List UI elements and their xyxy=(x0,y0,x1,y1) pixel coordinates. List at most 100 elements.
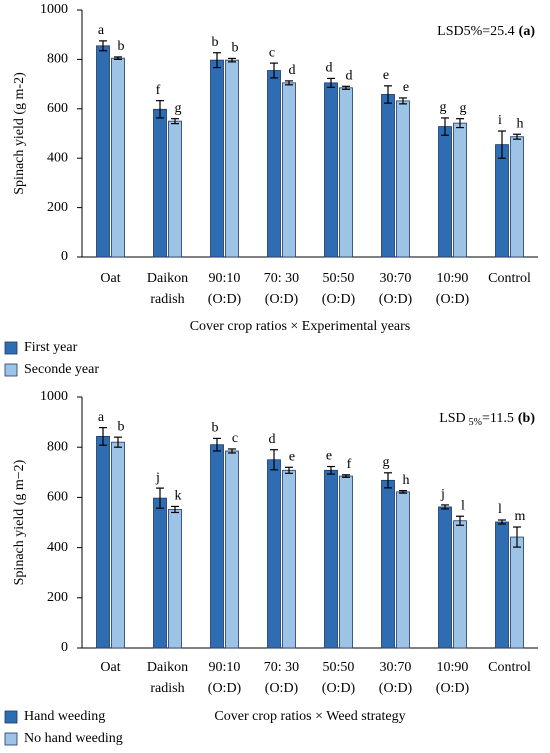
x-tick-label: 10:90 xyxy=(437,271,469,286)
y-tick-label: 0 xyxy=(61,249,68,264)
significance-letter: e xyxy=(383,68,389,83)
x-tick-label: 50:50 xyxy=(323,660,355,675)
panel-label: (b) xyxy=(518,411,535,426)
error-bar xyxy=(399,490,407,494)
error-bar xyxy=(213,52,221,69)
significance-letter: m xyxy=(515,509,526,524)
significance-letter: f xyxy=(347,457,352,472)
panel-label: (a) xyxy=(519,24,536,39)
significance-letter: g xyxy=(175,101,182,116)
x-tick-label: (O:D) xyxy=(322,681,356,696)
bar xyxy=(324,82,338,258)
y-tick-label: 0 xyxy=(61,640,68,655)
x-tick-label: 70: 30 xyxy=(264,660,299,675)
bar xyxy=(339,87,353,258)
legend-swatch xyxy=(4,732,18,746)
bar xyxy=(282,469,296,649)
error-bar xyxy=(270,449,278,471)
significance-letter: g xyxy=(383,455,390,470)
bar xyxy=(495,521,509,649)
significance-letter: l xyxy=(461,498,465,513)
annotation-prefix: LSD xyxy=(439,411,465,426)
y-tick-label: 600 xyxy=(47,490,68,505)
error-bar xyxy=(327,465,335,475)
significance-letter: g xyxy=(460,101,467,116)
bar xyxy=(510,136,524,258)
significance-letter: d xyxy=(346,69,353,84)
annotation-value: =11.5 xyxy=(482,411,514,426)
bar xyxy=(225,450,239,649)
significance-letter: a xyxy=(98,410,105,425)
significance-letter: j xyxy=(155,470,160,485)
bar xyxy=(396,100,410,258)
significance-letter: c xyxy=(269,45,275,60)
bar xyxy=(324,469,338,649)
bar xyxy=(381,94,395,258)
significance-letter: b xyxy=(212,35,219,50)
significance-letter: f xyxy=(156,83,161,98)
x-tick-label: Control xyxy=(488,271,531,286)
legend-label: No hand weeding xyxy=(24,731,123,746)
x-tick-label: Daikon xyxy=(147,660,188,675)
x-tick-label: Oat xyxy=(100,271,120,286)
x-tick-label: (O:D) xyxy=(208,681,242,696)
x-tick-label: (O:D) xyxy=(265,292,299,307)
error-bar xyxy=(441,504,449,510)
error-bar xyxy=(114,56,122,61)
error-bar xyxy=(156,487,164,509)
significance-letter: k xyxy=(175,489,182,504)
significance-letter: a xyxy=(98,23,105,38)
x-axis-label: Cover crop ratios × Experimental years xyxy=(190,319,411,334)
bar xyxy=(111,441,125,649)
bar xyxy=(396,491,410,649)
significance-letter: l xyxy=(498,502,502,517)
bar xyxy=(282,82,296,258)
bar xyxy=(267,70,281,258)
bar xyxy=(210,59,224,258)
bar xyxy=(510,536,524,649)
x-tick-label: 90:10 xyxy=(209,660,241,675)
bar xyxy=(453,520,467,649)
error-bar xyxy=(513,526,521,548)
significance-letter: i xyxy=(498,113,502,128)
bar xyxy=(153,108,167,258)
x-tick-label: (O:D) xyxy=(322,292,356,307)
bar xyxy=(453,122,467,258)
significance-letter: e xyxy=(289,449,295,464)
significance-letter: b xyxy=(118,419,125,434)
error-bar xyxy=(456,515,464,526)
significance-letter: b xyxy=(118,39,125,54)
legend-label: Hand weeding xyxy=(24,709,105,724)
significance-letter: g xyxy=(440,100,447,115)
error-bar xyxy=(456,118,464,129)
significance-letter: j xyxy=(440,487,445,502)
y-tick-label: 400 xyxy=(47,540,68,555)
bar xyxy=(168,509,182,649)
error-bar xyxy=(99,40,107,52)
x-tick-label: Oat xyxy=(100,660,120,675)
bar xyxy=(225,59,239,258)
x-axis-label: Cover crop ratios × Weed strategy xyxy=(214,709,405,724)
bar xyxy=(210,444,224,649)
error-bar xyxy=(441,117,449,136)
error-bar xyxy=(498,130,506,159)
error-bar xyxy=(327,77,335,88)
significance-letter: e xyxy=(326,449,332,464)
x-tick-label: (O:D) xyxy=(436,292,470,307)
significance-letter: b xyxy=(232,41,239,56)
y-tick-label: 600 xyxy=(47,101,68,116)
error-bar xyxy=(399,97,407,105)
error-bar xyxy=(99,427,107,446)
legend-label: Seconde year xyxy=(24,362,99,377)
bar xyxy=(111,57,125,258)
significance-letter: d xyxy=(269,432,276,447)
x-tick-label: radish xyxy=(150,681,184,696)
error-bar xyxy=(213,437,221,452)
legend-swatch xyxy=(4,341,18,355)
y-tick-label: 400 xyxy=(47,150,68,165)
bar xyxy=(168,120,182,258)
significance-letter: d xyxy=(289,63,296,78)
x-tick-label: (O:D) xyxy=(436,681,470,696)
y-axis-label: Spinach yield (g m-2) xyxy=(12,72,27,195)
